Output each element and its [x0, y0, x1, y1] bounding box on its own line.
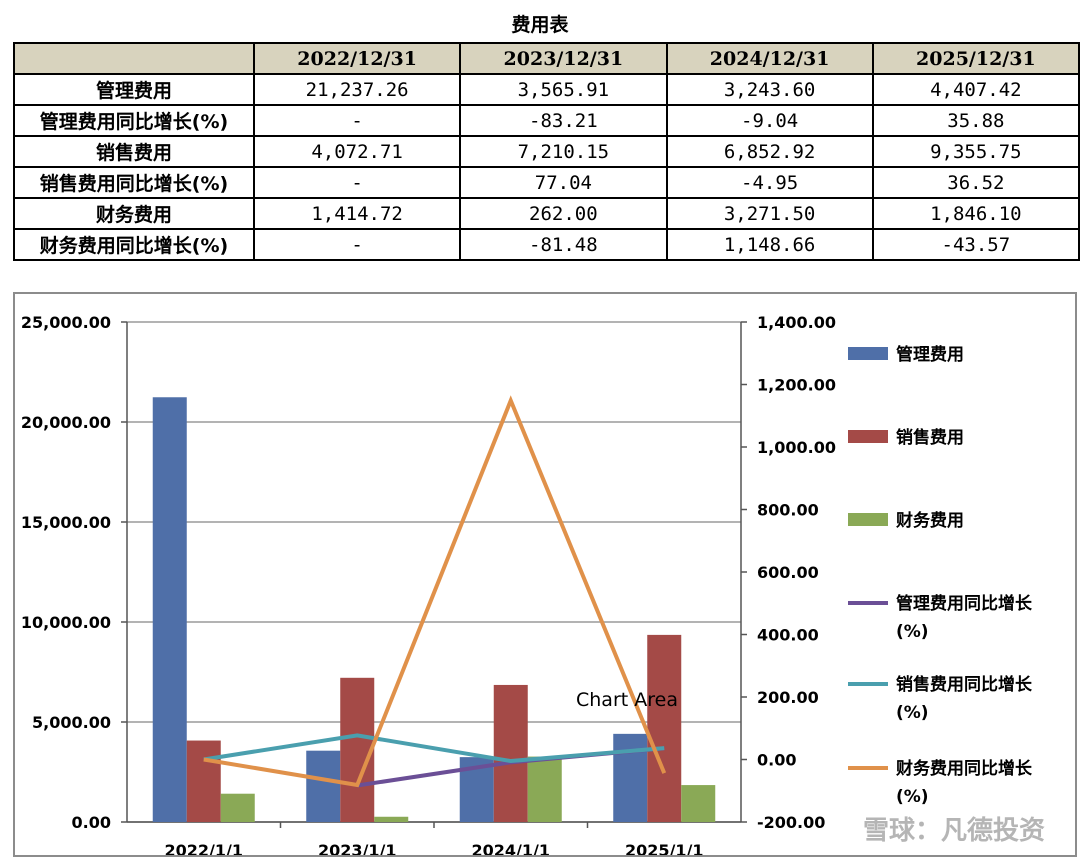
- table-cell: -43.57: [871, 228, 1080, 261]
- legend-swatch: [848, 347, 888, 360]
- legend-label: (%): [896, 787, 929, 807]
- combo-chart: 0.00 5,000.00 10,000.00 15,000.00 20,000.00 2…: [21, 313, 1033, 855]
- bar: [152, 397, 187, 822]
- bar: [613, 733, 648, 822]
- right-tick-label: 1,400.00: [757, 313, 836, 332]
- table-cell: -: [252, 228, 462, 261]
- table-cell: -: [252, 166, 462, 199]
- x-tick-label: 2022/1/1: [165, 841, 243, 855]
- row-label: 财务费用: [13, 197, 255, 230]
- legend-label: 销售费用: [896, 427, 964, 448]
- table-cell: 4,072.71: [252, 135, 462, 168]
- left-tick-label: 10,000.00: [21, 613, 111, 632]
- expense-table: 2022/12/31 2023/12/31 2024/12/31 2025/12…: [13, 42, 1080, 261]
- table-cell: 77.04: [459, 166, 668, 199]
- table-cell: 36.52: [871, 166, 1080, 199]
- table-cell: -: [252, 104, 462, 137]
- table-row: 管理费用 21,237.26 3,565.91 3,243.60 4,407.4…: [13, 73, 1080, 106]
- legend-label: 管理费用: [896, 344, 964, 365]
- table-cell: 35.88: [871, 104, 1080, 137]
- right-tick-label: 200.00: [757, 688, 819, 707]
- table-cell: 21,237.26: [252, 73, 462, 106]
- header-cell: [13, 42, 255, 75]
- right-tick-label: 600.00: [757, 563, 819, 582]
- table-cell: 1,148.66: [665, 228, 874, 261]
- table-cell: -81.48: [459, 228, 668, 261]
- right-tick-label: 1,200.00: [757, 376, 836, 395]
- table-row: 销售费用 4,072.71 7,210.15 6,852.92 9,355.75: [13, 135, 1080, 168]
- x-tick-label: 2025/1/1: [625, 841, 703, 855]
- bar: [340, 677, 375, 822]
- bar: [220, 793, 255, 822]
- table-header-row: 2022/12/31 2023/12/31 2024/12/31 2025/12…: [13, 42, 1080, 75]
- left-tick-label: 0.00: [72, 813, 111, 832]
- chart-area-label: Chart Area: [576, 689, 678, 711]
- table-cell: 9,355.75: [871, 135, 1080, 168]
- right-tick-label: 1,000.00: [757, 438, 836, 457]
- table-cell: 4,407.42: [871, 73, 1080, 106]
- table-cell: -83.21: [459, 104, 668, 137]
- series-line: [203, 395, 667, 788]
- bar: [681, 785, 716, 822]
- left-tick-label: 15,000.00: [21, 513, 111, 532]
- bar: [493, 684, 528, 822]
- table-row: 财务费用同比增长(%) - -81.48 1,148.66 -43.57: [13, 228, 1080, 261]
- bar: [527, 756, 562, 822]
- table-row: 财务费用 1,414.72 262.00 3,271.50 1,846.10: [13, 197, 1080, 230]
- left-tick-label: 5,000.00: [32, 713, 111, 732]
- row-label: 管理费用: [13, 73, 255, 106]
- left-tick-label: 20,000.00: [21, 413, 111, 432]
- right-tick-label: 0.00: [757, 751, 796, 770]
- header-cell: 2024/12/31: [665, 42, 874, 75]
- legend-label: (%): [896, 622, 929, 642]
- row-label: 销售费用: [13, 135, 255, 168]
- row-label: 销售费用同比增长(%): [13, 166, 255, 199]
- table-row: 销售费用同比增长(%) - 77.04 -4.95 36.52: [13, 166, 1080, 199]
- table-cell: 3,243.60: [665, 73, 874, 106]
- right-tick-label: 800.00: [757, 501, 819, 520]
- x-tick-label: 2023/1/1: [318, 841, 396, 855]
- table-cell: 7,210.15: [459, 135, 668, 168]
- bar: [374, 816, 409, 822]
- table-cell: 1,846.10: [871, 197, 1080, 230]
- table-cell: -4.95: [665, 166, 874, 199]
- right-tick-label: -200.00: [757, 813, 825, 832]
- legend-label: (%): [896, 703, 929, 723]
- watermark: 雪球：凡德投资: [862, 816, 1045, 846]
- legend-swatch: [848, 430, 888, 443]
- bar: [306, 750, 341, 822]
- table-cell: 6,852.92: [665, 135, 874, 168]
- chart-frame: 0.00 5,000.00 10,000.00 15,000.00 20,000.00 2…: [13, 292, 1077, 857]
- table-title: 费用表: [511, 14, 569, 36]
- legend-label: 财务费用: [895, 510, 964, 531]
- row-label: 财务费用同比增长(%): [13, 228, 255, 261]
- table-cell: 3,271.50: [665, 197, 874, 230]
- bar: [186, 740, 221, 822]
- header-cell: 2022/12/31: [252, 42, 462, 75]
- legend-label: 销售费用同比增长: [896, 674, 1033, 695]
- legend-label: 管理费用同比增长: [896, 593, 1033, 614]
- left-tick-label: 25,000.00: [21, 313, 111, 332]
- row-label: 管理费用同比增长(%): [13, 104, 255, 137]
- table-cell: 262.00: [459, 197, 668, 230]
- series-line: [203, 733, 665, 764]
- bar: [647, 634, 682, 822]
- x-tick-label: 2024/1/1: [472, 841, 550, 855]
- table-cell: 1,414.72: [252, 197, 462, 230]
- header-cell: 2025/12/31: [871, 42, 1080, 75]
- table-row: 管理费用同比增长(%) - -83.21 -9.04 35.88: [13, 104, 1080, 137]
- header-cell: 2023/12/31: [459, 42, 668, 75]
- right-tick-label: 400.00: [757, 626, 819, 645]
- table-cell: 3,565.91: [459, 73, 668, 106]
- table-cell: -9.04: [665, 104, 874, 137]
- legend-label: 财务费用同比增长: [895, 758, 1033, 779]
- legend-swatch: [848, 513, 888, 526]
